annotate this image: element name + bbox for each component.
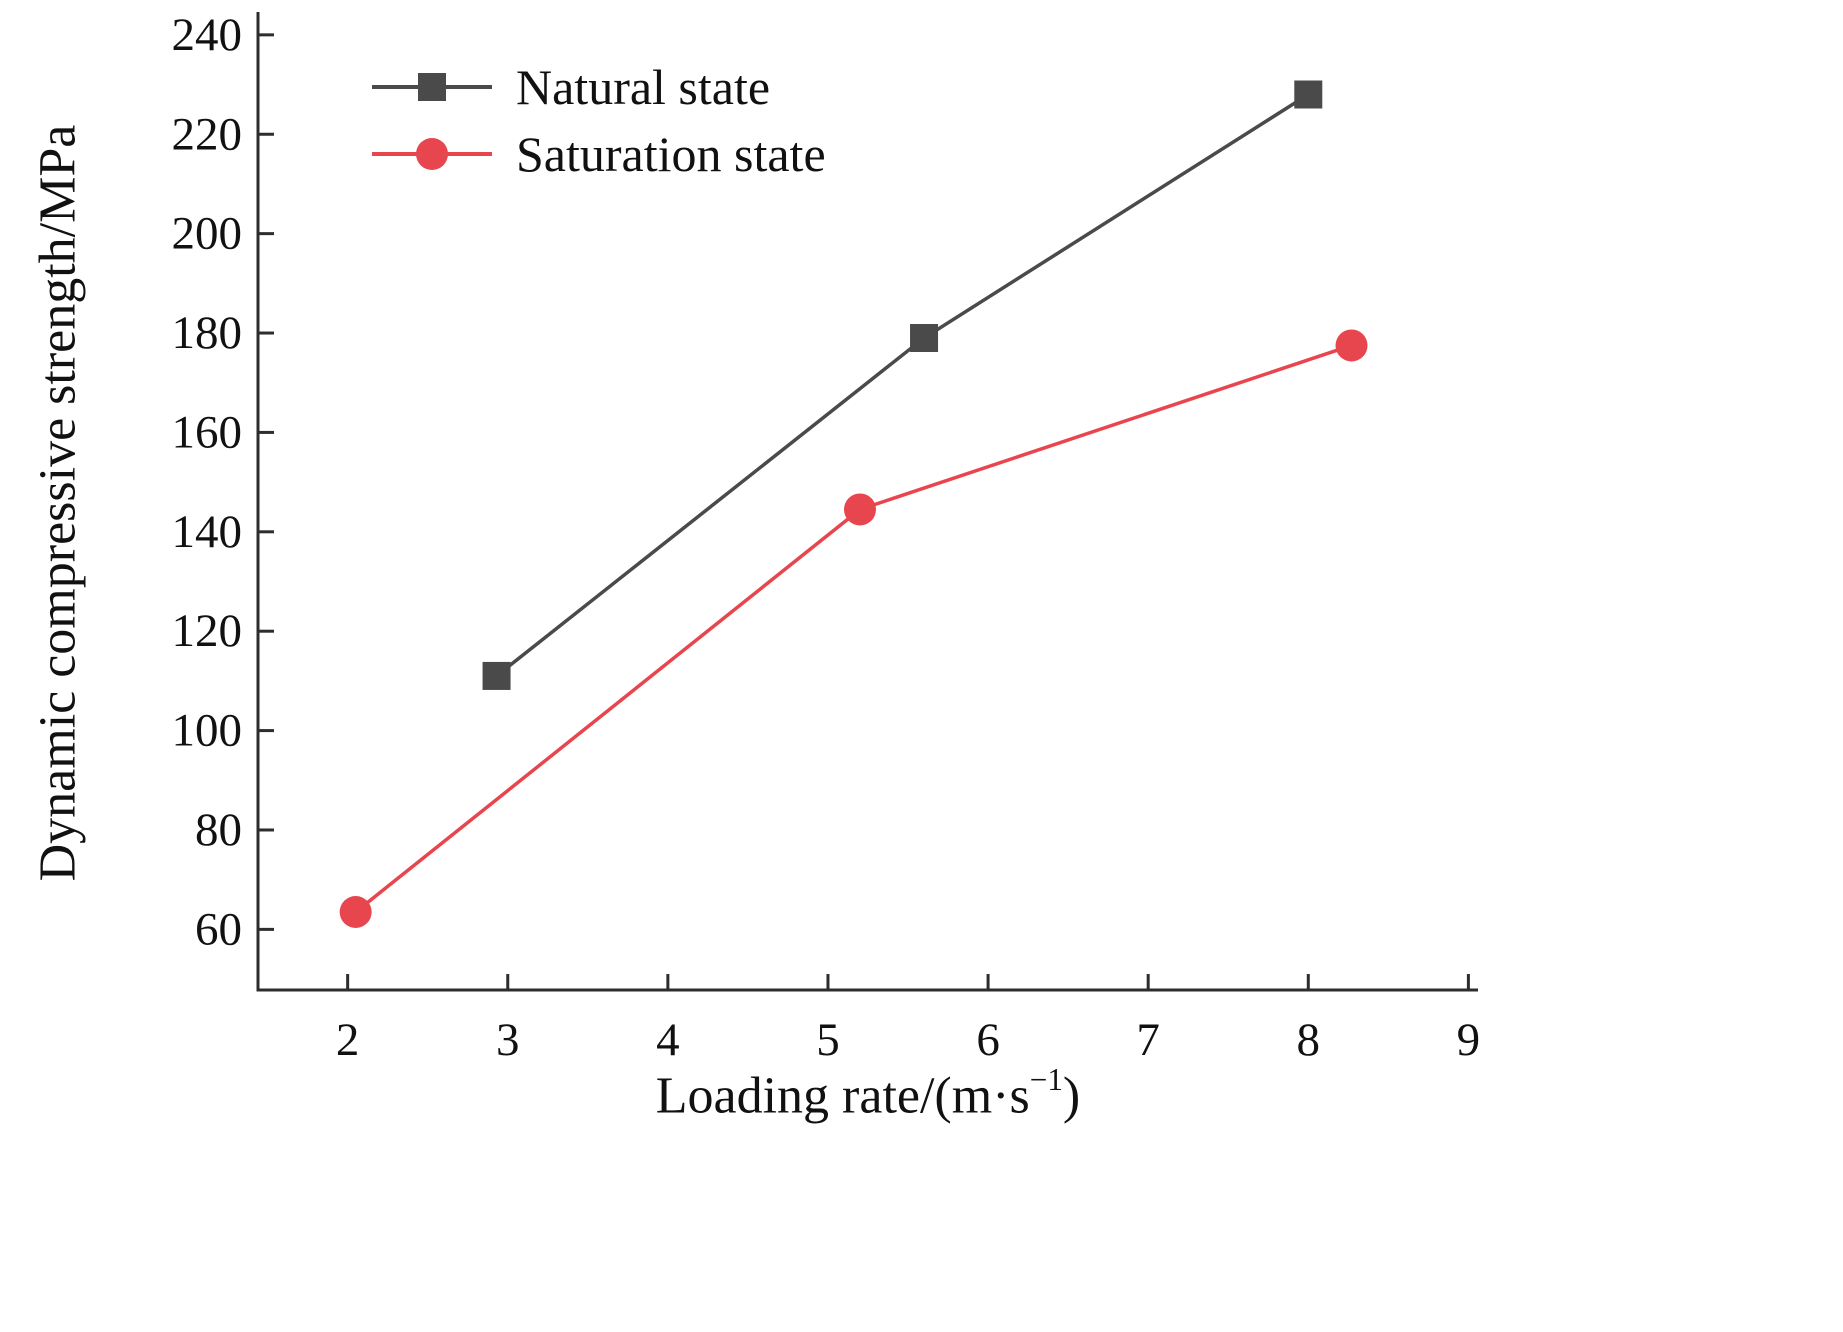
natural-state-swatch-icon xyxy=(372,73,492,101)
x-axis-title-text: Loading rate/(m·s xyxy=(655,1067,1030,1125)
circle-marker-icon xyxy=(416,138,448,170)
x-tick-label: 4 xyxy=(656,1014,680,1066)
x-tick-label: 2 xyxy=(336,1014,360,1066)
legend-label: Saturation state xyxy=(516,126,826,182)
y-tick-label: 120 xyxy=(172,605,243,657)
y-tick-label: 100 xyxy=(172,705,243,757)
x-tick-label: 9 xyxy=(1457,1014,1481,1066)
x-axis-title: Loading rate/(m·s−1) xyxy=(258,1062,1478,1125)
circle-marker-icon xyxy=(339,895,372,928)
legend-label: Natural state xyxy=(516,59,771,115)
y-tick-label: 220 xyxy=(172,108,243,160)
series-line-1 xyxy=(354,343,1353,914)
y-tick-label: 180 xyxy=(172,307,243,359)
saturation-state-swatch-icon xyxy=(372,138,492,170)
y-tick-label: 60 xyxy=(195,903,242,955)
y-axis-title: Dynamic compressive strength/MPa xyxy=(29,124,87,882)
y-tick-label: 160 xyxy=(172,406,243,458)
x-tick-label: 3 xyxy=(496,1014,520,1066)
x-tick-label: 7 xyxy=(1136,1014,1160,1066)
x-tick-label: 6 xyxy=(976,1014,1000,1066)
y-tick-label: 200 xyxy=(172,208,243,260)
legend-item-natural-state: Natural state xyxy=(372,59,826,115)
circle-marker-icon xyxy=(1335,329,1368,362)
legend: Natural state Saturation state xyxy=(372,59,826,182)
y-tick-label: 80 xyxy=(195,804,242,856)
y-tick-label: 140 xyxy=(172,506,243,558)
x-tick-label: 5 xyxy=(816,1014,840,1066)
y-tick-label: 240 xyxy=(172,9,243,61)
legend-item-saturation-state: Saturation state xyxy=(372,126,826,182)
square-marker-icon xyxy=(482,661,511,690)
circle-marker-icon xyxy=(843,493,876,526)
x-axis-title-superscript: −1 xyxy=(1029,1062,1063,1098)
x-axis-title-suffix: ) xyxy=(1062,1067,1081,1125)
square-marker-icon xyxy=(910,324,939,352)
x-tick-label: 8 xyxy=(1297,1014,1321,1066)
square-marker-icon xyxy=(418,73,446,101)
square-marker-icon xyxy=(1294,80,1323,109)
